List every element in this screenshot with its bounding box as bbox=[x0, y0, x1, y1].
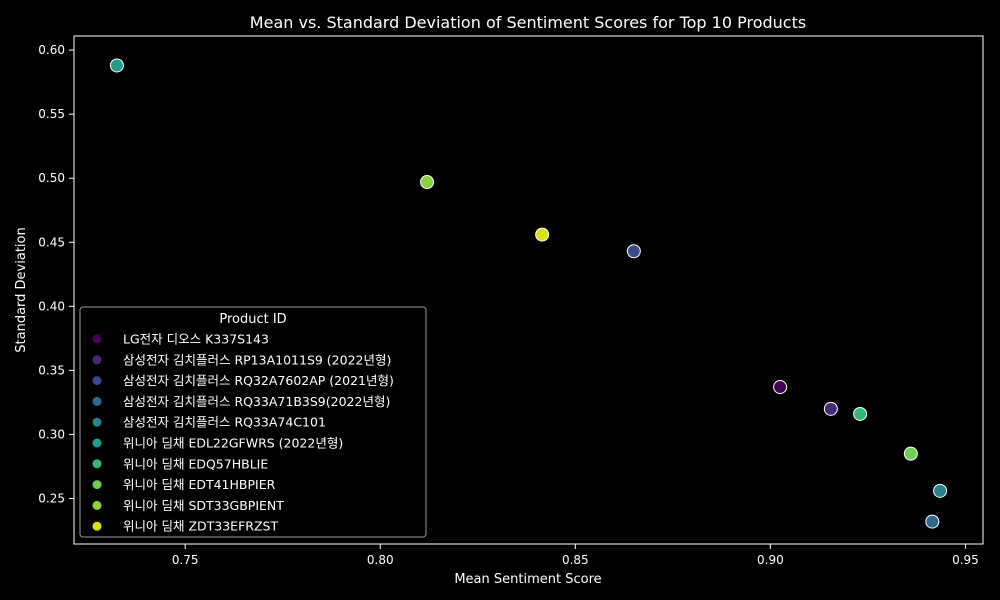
legend-label: 삼성전자 김치플러스 RQ32A7602AP (2021년형) bbox=[123, 373, 394, 388]
plot-area bbox=[73, 35, 984, 545]
legend-label: 위니아 딤채 SDT33GBPIENT bbox=[123, 498, 284, 513]
legend-items: LG전자 디오스 K337S143 삼성전자 김치플러스 RP13A1011S9 … bbox=[92, 332, 394, 534]
data-points bbox=[109, 58, 948, 529]
y-tick-label: 0.25 bbox=[38, 492, 65, 506]
legend-label: 위니아 딤채 EDT41HBPIER bbox=[123, 477, 276, 492]
x-axis-label: Mean Sentiment Score bbox=[454, 572, 601, 587]
legend-marker bbox=[92, 355, 102, 365]
data-point bbox=[420, 175, 435, 190]
legend-label: 위니아 딤채 ZDT33EFRZST bbox=[123, 519, 278, 534]
data-point bbox=[109, 58, 124, 73]
legend-label: 위니아 딤채 EDQ57HBLIE bbox=[123, 456, 268, 471]
x-tick-label: 0.75 bbox=[172, 553, 199, 567]
y-axis-label: Standard Deviation bbox=[14, 227, 29, 352]
legend-label: 삼성전자 김치플러스 RP13A1011S9 (2022년형) bbox=[123, 352, 391, 367]
y-axis: 0.25 0.30 0.35 0.40 0.45 0.50 0.55 0.60 bbox=[38, 43, 74, 506]
legend-label: 삼성전자 김치플러스 RQ33A71B3S9(2022년형) bbox=[123, 394, 390, 409]
data-point bbox=[626, 244, 641, 259]
legend-label: 삼성전자 김치플러스 RQ33A74C101 bbox=[123, 415, 326, 430]
x-tick-label: 0.95 bbox=[952, 553, 979, 567]
data-point bbox=[933, 483, 948, 498]
data-point bbox=[903, 446, 918, 461]
y-tick-label: 0.40 bbox=[38, 299, 65, 313]
y-tick-label: 0.45 bbox=[38, 235, 65, 249]
x-axis: 0.75 0.80 0.85 0.90 0.95 bbox=[172, 544, 979, 567]
y-tick-label: 0.30 bbox=[38, 427, 65, 441]
data-point bbox=[535, 227, 550, 242]
legend-marker bbox=[92, 480, 102, 490]
legend-marker bbox=[92, 334, 102, 344]
legend-marker bbox=[92, 500, 102, 510]
y-tick-label: 0.35 bbox=[38, 363, 65, 377]
legend-marker bbox=[92, 376, 102, 386]
chart-title: Mean vs. Standard Deviation of Sentiment… bbox=[250, 13, 806, 32]
y-tick-label: 0.55 bbox=[38, 107, 65, 121]
legend-marker bbox=[92, 417, 102, 427]
legend-label: LG전자 디오스 K337S143 bbox=[123, 332, 269, 347]
data-point bbox=[823, 401, 838, 416]
legend-box bbox=[79, 306, 427, 538]
legend-marker bbox=[92, 438, 102, 448]
x-tick-label: 0.80 bbox=[367, 553, 394, 567]
data-point bbox=[853, 406, 868, 421]
legend-marker bbox=[92, 459, 102, 469]
legend-marker bbox=[92, 396, 102, 406]
legend: Product ID LG전자 디오스 K337S143 삼성전자 김치플러스 R… bbox=[79, 306, 427, 538]
legend-marker bbox=[92, 521, 102, 531]
legend-label: 위니아 딤채 EDL22GFWRS (2022년형) bbox=[123, 436, 343, 451]
legend-title: Product ID bbox=[219, 312, 286, 327]
x-tick-label: 0.90 bbox=[757, 553, 784, 567]
y-tick-label: 0.50 bbox=[38, 171, 65, 185]
data-point bbox=[773, 380, 788, 395]
x-tick-label: 0.85 bbox=[562, 553, 589, 567]
y-tick-label: 0.60 bbox=[38, 43, 65, 57]
data-point bbox=[925, 514, 940, 529]
